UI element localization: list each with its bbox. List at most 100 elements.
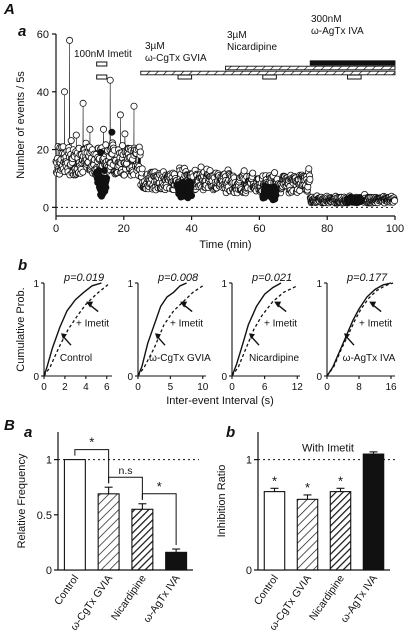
data-point	[118, 142, 126, 150]
data-point	[136, 148, 144, 156]
significance-marker: *	[338, 473, 343, 488]
x-tick-label: 80	[321, 223, 333, 235]
imetit-application-box	[96, 74, 108, 80]
time-course-points	[52, 36, 399, 207]
x-tick-label: 40	[185, 223, 197, 235]
panel-letter-B: B	[4, 417, 15, 434]
drug-concentration-label: 300nM	[311, 14, 342, 25]
data-point	[306, 175, 314, 183]
data-point	[67, 137, 75, 145]
cumulative-panel-1: 0 1 0 2 4 6 p=0.019 + Imetit Control	[33, 272, 112, 393]
imetit-label: 100nM Imetit	[74, 49, 132, 60]
significance-bracket	[108, 476, 143, 500]
imetit-legend-box	[96, 61, 108, 67]
y-tick-label: 60	[37, 29, 49, 41]
significance-label: *	[157, 479, 162, 494]
drug-application-bar	[225, 65, 396, 71]
imetit-data-point	[187, 182, 195, 190]
arrow-line	[250, 335, 260, 346]
data-point	[121, 130, 129, 138]
cumulative-y-label: Cumulative Prob.	[15, 287, 27, 371]
x-tick-label: 2	[62, 382, 68, 393]
imetit-application-box	[262, 74, 277, 80]
x-tick-label: 0	[324, 382, 330, 393]
significance-marker: *	[272, 473, 277, 488]
imetit-curve-label: + Imetit	[359, 319, 392, 330]
arrow-head	[61, 333, 67, 340]
significance-bracket	[141, 493, 177, 546]
panel-letter-a-top: a	[18, 23, 26, 40]
time-course-x-label: Time (min)	[199, 239, 251, 251]
control-cumulative-line	[137, 282, 187, 377]
cumulative-panel-3: 0 1 0 6 12 p=0.021 + Imetit Nicardipine	[221, 272, 303, 393]
arrow-head	[274, 301, 282, 308]
imetit-application-box	[347, 74, 362, 80]
imetit-data-point	[97, 148, 105, 156]
imetit-data-point	[108, 128, 116, 136]
p-value-label: p=0.019	[63, 272, 104, 284]
imetit-data-point	[102, 183, 110, 191]
condition-label: ω-AgTx IVA	[343, 353, 396, 364]
imetit-cumulative-line	[137, 285, 204, 377]
drug-name-label: ω-CgTx GVIA	[145, 53, 207, 64]
arrow-head	[180, 301, 188, 308]
p-value-label: p=0.008	[157, 272, 199, 284]
time-course-y-label: Number of events / 5s	[15, 71, 27, 179]
x-tick-label: 5	[168, 382, 174, 393]
data-point	[391, 197, 399, 205]
condition-label: Control	[60, 353, 92, 364]
imetit-cumulative-line	[43, 282, 111, 377]
x-tick-label: 0	[41, 382, 47, 393]
data-point	[72, 131, 80, 139]
data-point	[86, 125, 94, 133]
drug-concentration-label: 3µM	[145, 41, 165, 52]
p-value-label: p=0.021	[251, 272, 292, 284]
data-point	[240, 167, 248, 175]
data-point	[130, 102, 138, 110]
bar	[63, 459, 86, 571]
y-tick-label: 1	[221, 279, 227, 290]
x-tick-label: 20	[118, 223, 130, 235]
imetit-data-point	[103, 174, 111, 182]
data-point	[79, 99, 87, 107]
significance-label: *	[89, 435, 94, 450]
data-point	[61, 88, 69, 96]
imetit-data-point	[100, 166, 108, 174]
imetit-curve-label: + Imetit	[264, 319, 297, 330]
control-cumulative-line	[43, 282, 102, 377]
category-label: Control	[252, 573, 281, 608]
x-tick-label: 100	[386, 223, 404, 235]
arrow-head	[369, 301, 377, 308]
imetit-application-box	[177, 74, 193, 80]
data-point	[79, 168, 87, 176]
y-tick-label: 0.5	[37, 510, 52, 522]
arrow-line	[156, 335, 166, 346]
bar	[329, 491, 352, 571]
data-point	[138, 165, 146, 173]
bar	[296, 498, 319, 571]
drug-name-label: Nicardipine	[227, 42, 277, 53]
x-tick-label: 16	[385, 382, 397, 393]
x-tick-label: 6	[104, 382, 110, 393]
p-value-label: p=0.177	[346, 272, 388, 284]
imetit-data-point	[357, 195, 365, 203]
category-label: Control	[52, 573, 81, 608]
arrow-head	[344, 333, 350, 340]
data-point	[116, 111, 124, 119]
y-tick-label: 0	[127, 372, 133, 383]
x-tick-label: 10	[197, 382, 209, 393]
data-point	[66, 36, 74, 44]
panel-letter-b-mid: b	[18, 257, 27, 274]
control-cumulative-line	[231, 282, 282, 377]
x-tick-label: 4	[83, 382, 89, 393]
y-tick-label: 0	[46, 565, 52, 577]
condition-label: Nicardipine	[249, 353, 299, 364]
x-tick-label: 12	[292, 382, 304, 393]
x-tick-label: 6	[262, 382, 268, 393]
x-tick-label: 0	[229, 382, 235, 393]
